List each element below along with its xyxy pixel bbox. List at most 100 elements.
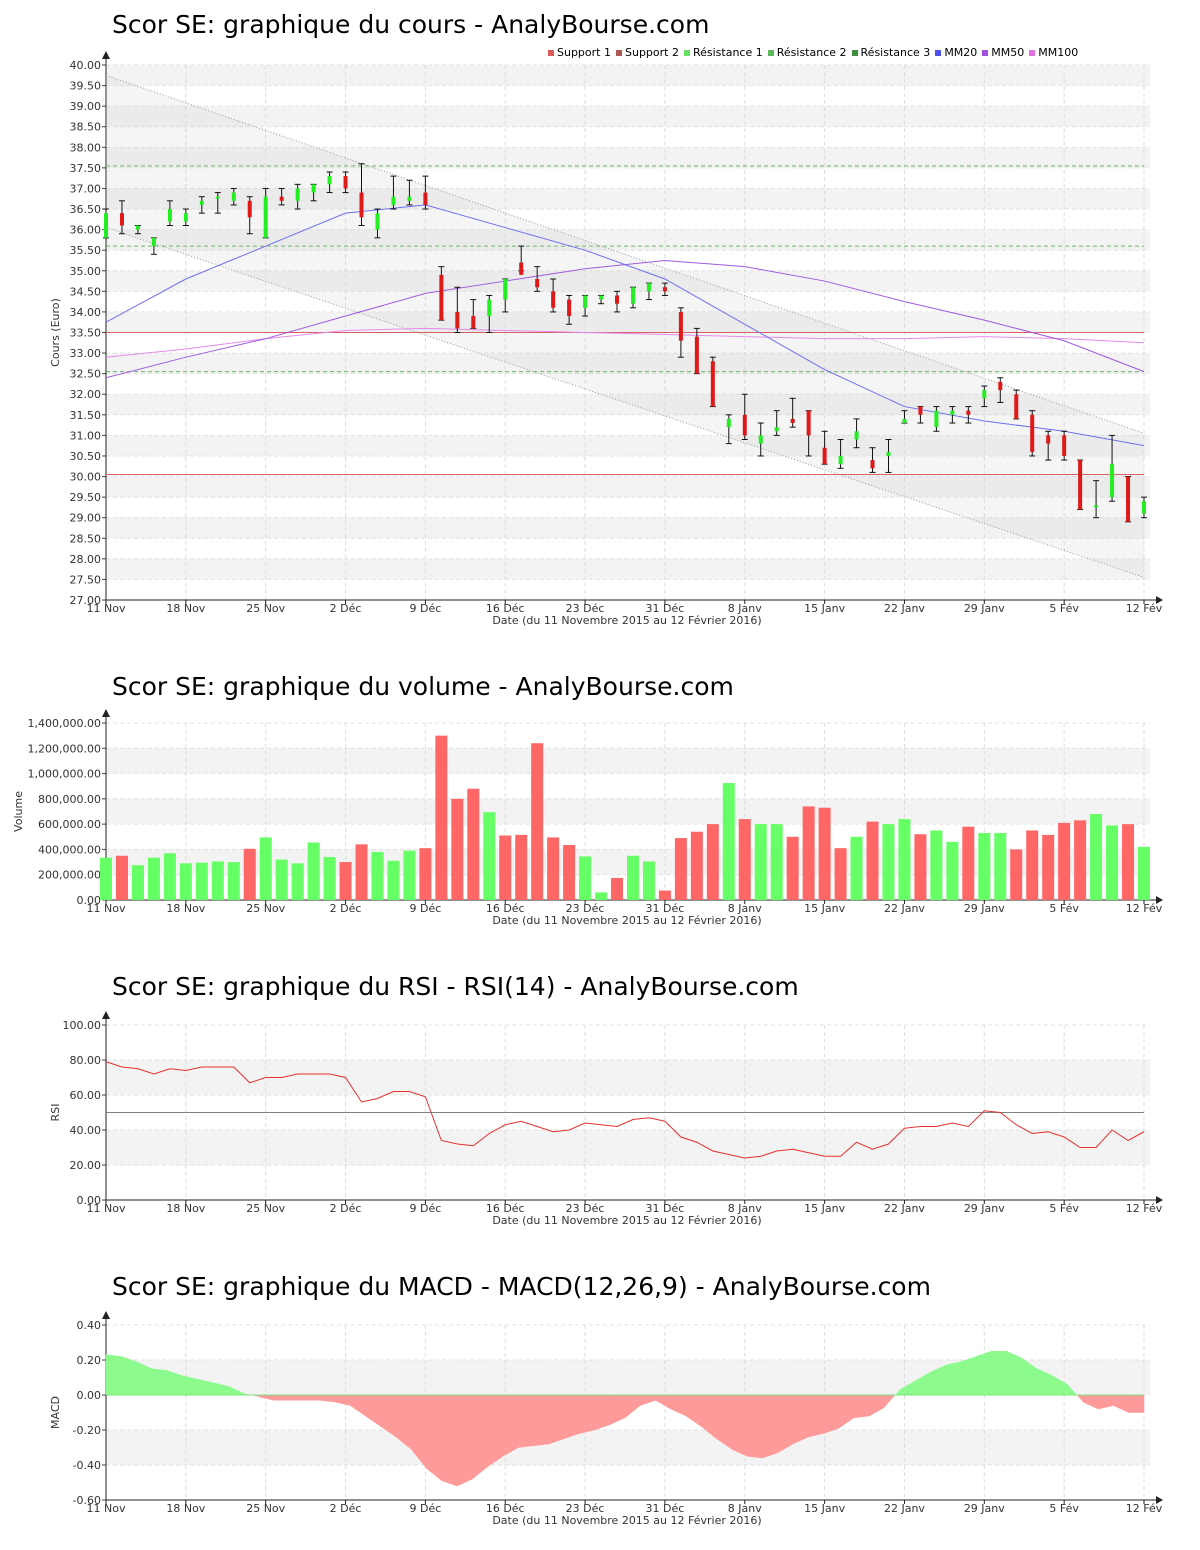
- price-candle-body: [774, 427, 779, 432]
- price-candle-body: [183, 213, 188, 222]
- price-candle-body: [119, 213, 124, 226]
- price-ytick-label: 29.00: [70, 512, 102, 525]
- macd-negative-area: [685, 1394, 702, 1427]
- price-candle-body: [375, 213, 380, 230]
- macd-xtick-label: 2 Déc: [330, 1502, 362, 1515]
- volume-bar: [579, 856, 592, 900]
- price-candle-body: [615, 295, 620, 304]
- price-candle-body: [231, 192, 236, 201]
- price-legend-swatch: [1029, 50, 1036, 56]
- macd-xtick-label: 9 Déc: [409, 1502, 441, 1515]
- volume-bar: [515, 834, 528, 900]
- price-candle-body: [1126, 476, 1131, 522]
- volume-bar: [802, 806, 815, 900]
- price-grid-band: [106, 353, 1150, 374]
- price-legend-swatch: [683, 50, 690, 56]
- price-xtick-label: 18 Nov: [166, 602, 205, 615]
- rsi-xtick-label: 2 Déc: [330, 1202, 362, 1215]
- price-legend-label: Résistance 2: [776, 46, 847, 59]
- volume-bar: [1058, 822, 1071, 900]
- volume-bar: [754, 824, 767, 900]
- volume-xtick-label: 18 Nov: [166, 902, 205, 915]
- price-candle-body: [551, 291, 556, 308]
- macd-negative-area: [472, 1394, 488, 1480]
- volume-bar: [738, 819, 751, 900]
- volume-bar: [371, 851, 384, 900]
- price-ytick-label: 29.50: [70, 491, 102, 504]
- rsi-ytick-label: 20.00: [70, 1159, 102, 1172]
- volume-chart: 0.00 200,000.00 400,000.00 600,000.00 800,00…: [12, 709, 1163, 927]
- macd-negative-area: [1113, 1394, 1129, 1413]
- volume-bar: [259, 837, 272, 900]
- rsi-x-axis-arrow: [1156, 1196, 1163, 1204]
- volume-bar: [179, 863, 192, 900]
- rsi-ytick-label: 40.00: [70, 1124, 102, 1137]
- macd-negative-area: [487, 1394, 504, 1468]
- volume-bar: [195, 862, 208, 900]
- price-legend-label: MM50: [991, 46, 1025, 59]
- volume-xtick-label: 23 Déc: [566, 902, 605, 915]
- macd-negative-area: [823, 1394, 839, 1434]
- macd-negative-area: [807, 1394, 824, 1438]
- price-ytick-label: 28.50: [70, 532, 102, 545]
- rsi-ytick-label: 60.00: [70, 1089, 102, 1102]
- price-candle-body: [295, 188, 300, 201]
- price-candle-body: [343, 176, 348, 189]
- macd-xtick-label: 11 Nov: [87, 1502, 126, 1515]
- volume-x-axis-title: Date (du 11 Novembre 2015 au 12 Février …: [492, 914, 761, 927]
- price-chart: 27.00 27.50 28.00 28.50 29.00 29.50 30.00 30.50…: [49, 51, 1163, 627]
- volume-xtick-label: 8 Janv: [728, 902, 762, 915]
- volume-bar: [291, 863, 304, 900]
- macd-chart-title: Scor SE: graphique du MACD - MACD(12,26,…: [112, 1272, 931, 1301]
- rsi-chart-panel: Scor SE: graphique du RSI - RSI(14) - An…: [49, 972, 1163, 1227]
- volume-xtick-label: 2 Déc: [330, 902, 362, 915]
- price-candle-body: [535, 279, 540, 288]
- volume-xtick-label: 31 Déc: [646, 902, 685, 915]
- price-chart-panel: Scor SE: graphique du cours - AnalyBours…: [0, 0, 1200, 640]
- volume-bar: [834, 848, 847, 900]
- volume-bar: [882, 824, 895, 900]
- price-xtick-label: 29 Janv: [964, 602, 1005, 615]
- volume-grid-band: [106, 798, 1150, 825]
- rsi-xtick-label: 22 Janv: [884, 1202, 925, 1215]
- macd-positive-area: [945, 1361, 962, 1396]
- rsi-chart: 0.00 20.00 40.00 60.00 80.00 100.00 11 Nov 18 N…: [49, 1011, 1163, 1227]
- macd-negative-area: [533, 1394, 549, 1447]
- price-candle-body: [966, 410, 971, 415]
- rsi-xtick-label: 5 Fév: [1049, 1202, 1079, 1215]
- price-candle-body: [391, 196, 396, 205]
- macd-negative-area: [1128, 1394, 1145, 1413]
- volume-bar: [978, 832, 991, 900]
- macd-negative-area: [884, 1395, 896, 1408]
- price-candle-body: [151, 237, 156, 247]
- price-ytick-label: 33.00: [70, 347, 102, 360]
- macd-ytick-label: 0.20: [77, 1354, 102, 1367]
- price-candle-body: [1078, 460, 1083, 510]
- price-ytick-label: 28.00: [70, 553, 102, 566]
- volume-xtick-label: 25 Nov: [246, 902, 285, 915]
- macd-y-axis-arrow: [102, 1311, 110, 1319]
- macd-negative-area: [304, 1394, 320, 1401]
- price-mm20-line: [105, 204, 1145, 447]
- price-ytick-label: 36.00: [70, 224, 102, 237]
- macd-negative-area: [640, 1394, 656, 1406]
- volume-bar: [946, 841, 959, 900]
- price-legend-label: Résistance 1: [692, 46, 763, 59]
- price-ytick-label: 32.00: [70, 388, 102, 401]
- volume-bar: [1122, 824, 1135, 900]
- volume-bar: [722, 783, 735, 900]
- price-ytick-label: 27.00: [70, 594, 102, 607]
- price-y-axis-title: Cours (Euro): [49, 298, 62, 367]
- macd-xtick-label: 25 Nov: [246, 1502, 285, 1515]
- price-candle-body: [870, 460, 875, 469]
- macd-xtick-label: 31 Déc: [646, 1502, 685, 1515]
- price-legend-swatch: [767, 50, 774, 56]
- macd-ytick-label: 0.00: [77, 1389, 102, 1402]
- price-grid-band: [106, 106, 1150, 127]
- volume-bar: [227, 862, 240, 900]
- price-candle-body: [199, 200, 204, 205]
- rsi-grid-band: [106, 1130, 1150, 1165]
- price-legend-item: MM20: [935, 46, 977, 59]
